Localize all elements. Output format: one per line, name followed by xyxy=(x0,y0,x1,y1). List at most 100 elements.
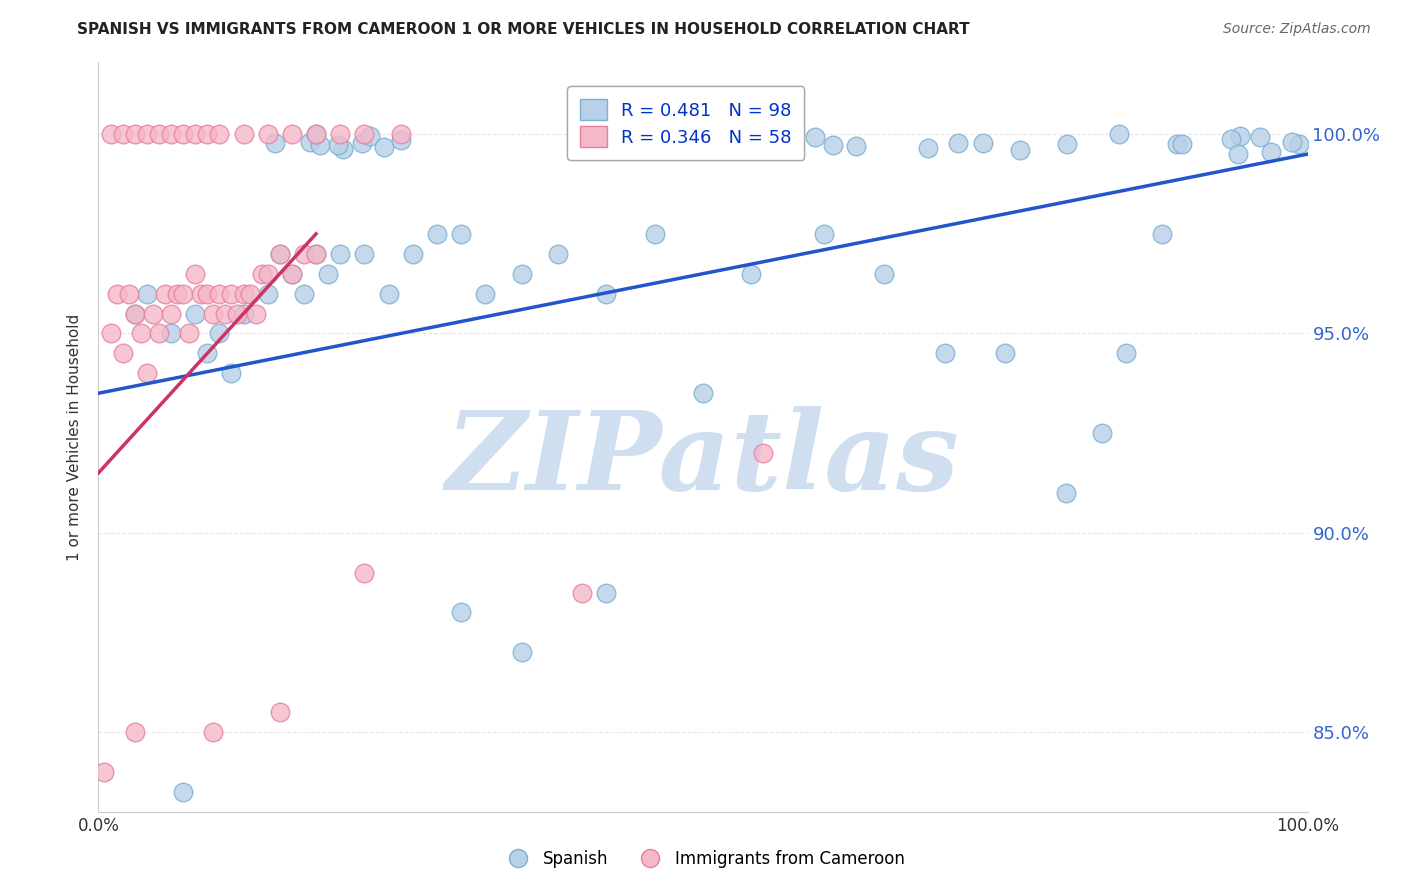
Point xyxy=(352,136,374,150)
Point xyxy=(214,306,236,320)
Point xyxy=(269,246,291,260)
Point xyxy=(100,127,122,141)
Point xyxy=(402,246,425,260)
Point xyxy=(93,764,115,779)
Point xyxy=(1091,426,1114,441)
Point xyxy=(308,138,330,153)
Point xyxy=(208,286,231,301)
Point xyxy=(873,267,896,281)
Point xyxy=(160,127,183,141)
Point xyxy=(994,346,1017,360)
Point xyxy=(202,725,225,739)
Point xyxy=(281,127,304,141)
Point xyxy=(184,306,207,320)
Point xyxy=(142,306,165,320)
Legend: Spanish, Immigrants from Cameroon: Spanish, Immigrants from Cameroon xyxy=(495,844,911,875)
Point xyxy=(221,286,243,301)
Point xyxy=(359,128,381,143)
Point xyxy=(256,127,278,141)
Point xyxy=(1010,143,1032,157)
Point xyxy=(135,286,157,301)
Point xyxy=(172,785,194,799)
Point xyxy=(153,286,176,301)
Point xyxy=(450,606,472,620)
Point xyxy=(269,246,291,260)
Text: SPANISH VS IMMIGRANTS FROM CAMEROON 1 OR MORE VEHICLES IN HOUSEHOLD CORRELATION : SPANISH VS IMMIGRANTS FROM CAMEROON 1 OR… xyxy=(77,22,970,37)
Point xyxy=(172,286,194,301)
Point xyxy=(326,138,349,153)
Point xyxy=(547,246,569,260)
Point xyxy=(1249,130,1271,145)
Point xyxy=(148,127,170,141)
Point xyxy=(389,133,412,147)
Point xyxy=(389,127,412,141)
Y-axis label: 1 or more Vehicles in Household: 1 or more Vehicles in Household xyxy=(67,313,83,561)
Point xyxy=(100,326,122,341)
Point xyxy=(1281,135,1303,149)
Point xyxy=(221,367,243,381)
Point xyxy=(845,138,868,153)
Point xyxy=(226,306,249,320)
Point xyxy=(232,286,254,301)
Point xyxy=(510,267,533,281)
Point xyxy=(250,267,273,281)
Point xyxy=(1115,346,1137,360)
Point xyxy=(692,386,714,401)
Point xyxy=(232,306,254,320)
Point xyxy=(1288,136,1310,151)
Point xyxy=(264,136,287,150)
Point xyxy=(752,446,775,460)
Point xyxy=(160,306,183,320)
Point xyxy=(292,246,315,260)
Point xyxy=(305,127,328,141)
Point xyxy=(934,346,956,360)
Point xyxy=(195,824,218,838)
Point xyxy=(195,346,218,360)
Point xyxy=(740,267,762,281)
Point xyxy=(269,705,291,719)
Point xyxy=(208,127,231,141)
Point xyxy=(208,326,231,341)
Point xyxy=(135,127,157,141)
Point xyxy=(768,131,790,145)
Point xyxy=(166,286,188,301)
Point xyxy=(329,246,352,260)
Point xyxy=(148,326,170,341)
Point xyxy=(124,725,146,739)
Point xyxy=(353,566,375,580)
Point xyxy=(292,286,315,301)
Point xyxy=(124,306,146,320)
Point xyxy=(129,326,152,341)
Point xyxy=(510,645,533,659)
Point xyxy=(172,127,194,141)
Point xyxy=(1260,145,1282,159)
Point xyxy=(184,267,207,281)
Point xyxy=(595,286,617,301)
Point xyxy=(124,306,146,320)
Point xyxy=(813,227,835,241)
Point xyxy=(305,246,328,260)
Text: ZIPatlas: ZIPatlas xyxy=(446,406,960,513)
Point xyxy=(644,227,666,241)
Legend: R = 0.481   N = 98, R = 0.346   N = 58: R = 0.481 N = 98, R = 0.346 N = 58 xyxy=(567,87,804,160)
Point xyxy=(245,306,267,320)
Point xyxy=(135,367,157,381)
Point xyxy=(1227,147,1250,161)
Point xyxy=(1229,129,1251,144)
Point xyxy=(111,127,134,141)
Point xyxy=(1152,227,1174,241)
Point xyxy=(256,286,278,301)
Point xyxy=(111,346,134,360)
Point xyxy=(474,286,496,301)
Point xyxy=(118,286,141,301)
Point xyxy=(329,127,352,141)
Point xyxy=(305,246,328,260)
Point xyxy=(1054,486,1077,500)
Point xyxy=(281,267,304,281)
Point xyxy=(202,306,225,320)
Point xyxy=(377,286,399,301)
Point xyxy=(232,127,254,141)
Point xyxy=(256,267,278,281)
Point xyxy=(1171,137,1194,152)
Point xyxy=(571,585,593,599)
